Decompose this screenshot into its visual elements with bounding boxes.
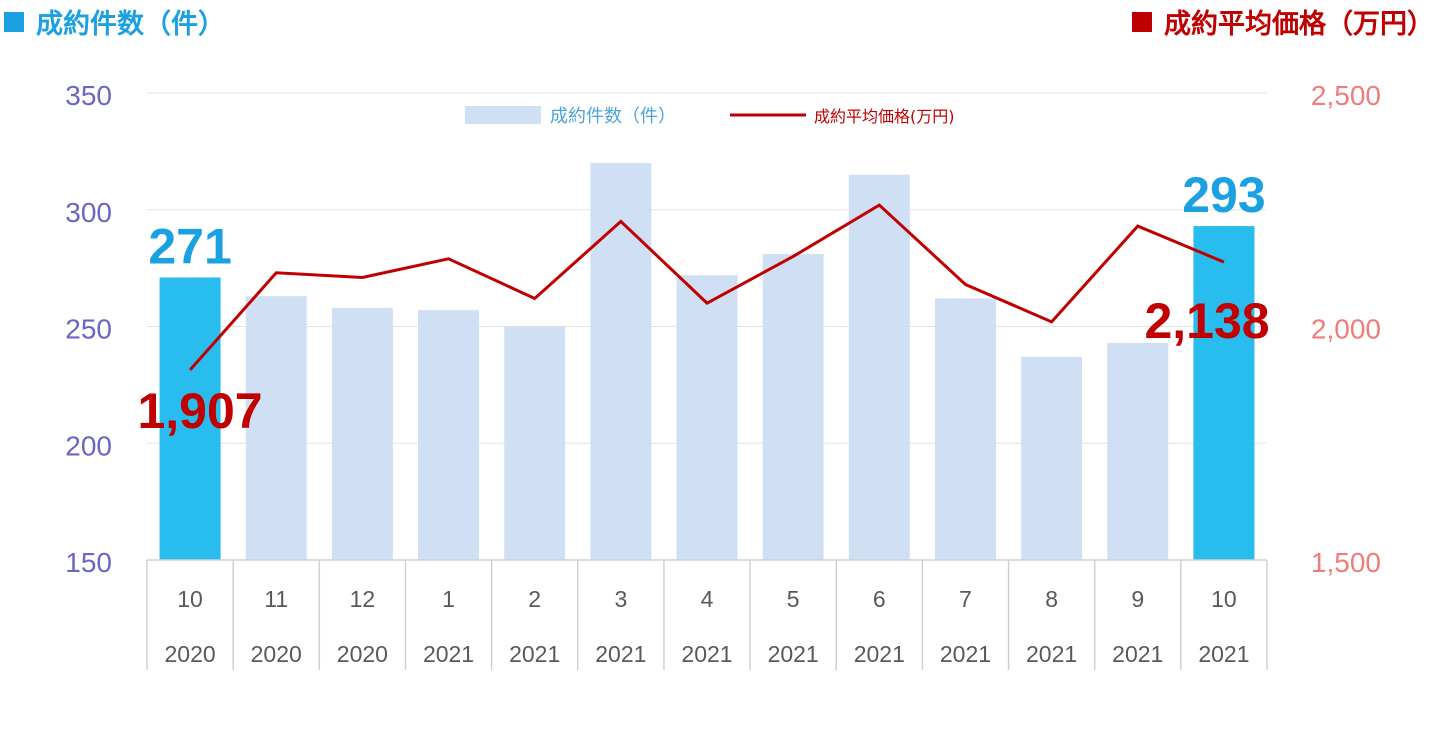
bar-highlight — [159, 277, 221, 560]
x-tick-month: 1 — [442, 586, 455, 612]
x-tick-month: 10 — [177, 586, 203, 612]
left-title-text: 成約件数（件） — [36, 9, 225, 40]
x-tick-month: 9 — [1131, 586, 1144, 612]
legend-swatch-bar — [465, 106, 541, 124]
x-tick-month: 2 — [528, 586, 541, 612]
bar-data-label: 293 — [1182, 167, 1265, 223]
x-tick-year: 2021 — [595, 641, 646, 667]
x-tick-month: 3 — [614, 586, 627, 612]
left-axis-tick-label: 300 — [65, 197, 112, 228]
price-line — [188, 203, 1225, 371]
x-tick-year: 2021 — [681, 641, 732, 667]
bar-data-label: 271 — [148, 218, 231, 274]
x-tick-year: 2021 — [768, 641, 819, 667]
x-tick-year: 2020 — [337, 641, 388, 667]
bar — [762, 254, 824, 561]
bar — [418, 310, 480, 560]
x-tick-year: 2021 — [940, 641, 991, 667]
x-tick-year: 2020 — [251, 641, 302, 667]
x-tick-month: 10 — [1211, 586, 1237, 612]
legend-label-bar: 成約件数（件） — [550, 106, 676, 127]
bar — [590, 163, 652, 561]
price-data-label: 1,907 — [137, 383, 262, 439]
left-axis-tick-label: 250 — [65, 314, 112, 345]
legend: 成約件数（件） 成約平均価格(万円) — [465, 106, 955, 127]
bar — [331, 307, 393, 560]
x-tick-month: 6 — [873, 586, 886, 612]
x-axis: 10 2020 11 2020 12 2020 1 2021 2 2021 3 2021 4 2021 5 2… — [146, 559, 1268, 670]
right-axis: 1,500 2,000 2,500 — [1311, 80, 1381, 578]
bar — [848, 174, 910, 560]
x-tick-year: 2021 — [854, 641, 905, 667]
price-data-label: 2,138 — [1144, 293, 1269, 349]
right-axis-tick-label: 2,000 — [1311, 314, 1381, 345]
legend-label-line: 成約平均価格(万円) — [814, 107, 955, 126]
bar — [934, 298, 996, 560]
x-tick-year: 2021 — [1026, 641, 1077, 667]
x-tick-month: 7 — [959, 586, 972, 612]
bar-highlight — [1193, 226, 1255, 560]
bar — [676, 275, 738, 560]
x-tick-year: 2021 — [509, 641, 560, 667]
x-tick-year: 2021 — [1198, 641, 1249, 667]
right-title-text: 成約平均価格（万円） — [1164, 9, 1434, 40]
x-tick-year: 2021 — [423, 641, 474, 667]
bar — [1107, 342, 1169, 560]
x-tick-month: 8 — [1045, 586, 1058, 612]
x-tick-month: 4 — [701, 586, 714, 612]
bar — [504, 326, 566, 560]
x-tick-month: 11 — [264, 586, 288, 612]
left-axis-tick-label: 200 — [65, 430, 112, 461]
line-series — [188, 203, 1225, 371]
bar — [245, 296, 307, 560]
left-axis: 150 200 250 300 350 — [65, 80, 112, 578]
left-axis-title: 成約件数（件） — [4, 2, 225, 41]
right-axis-title: 成約平均価格（万円） — [1132, 2, 1434, 41]
x-tick-year: 2021 — [1112, 641, 1163, 667]
bar-series — [159, 163, 1255, 561]
right-title-swatch — [1132, 12, 1152, 32]
x-tick-month: 5 — [787, 586, 800, 612]
x-tick-month: 12 — [350, 586, 376, 612]
bar — [1021, 356, 1083, 560]
right-axis-tick-label: 1,500 — [1311, 547, 1381, 578]
left-axis-tick-label: 350 — [65, 80, 112, 111]
left-axis-tick-label: 150 — [65, 547, 112, 578]
x-tick-year: 2020 — [164, 641, 215, 667]
left-title-swatch — [4, 12, 24, 32]
right-axis-tick-label: 2,500 — [1311, 80, 1381, 111]
data-labels: 271 293 1,907 2,138 — [137, 167, 1269, 439]
